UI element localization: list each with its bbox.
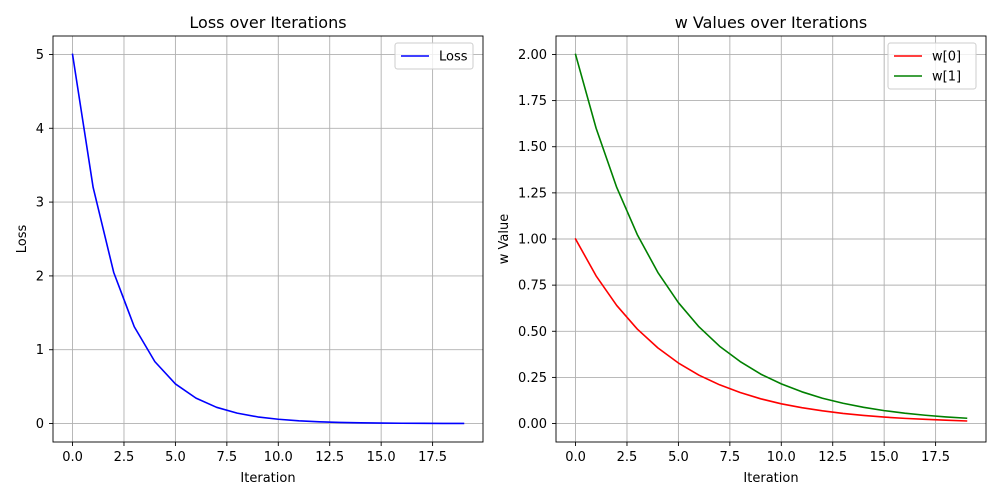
x-axis-label: Iteration bbox=[743, 471, 798, 486]
x-tick-label: 7.5 bbox=[720, 450, 741, 465]
x-tick-label: 0.0 bbox=[565, 450, 586, 465]
y-tick-label: 0.25 bbox=[518, 371, 547, 386]
legend-label: w[0] bbox=[932, 50, 961, 65]
y-axis-label: w Value bbox=[497, 214, 512, 264]
x-tick-label: 15.0 bbox=[870, 450, 899, 465]
series-line-1 bbox=[574, 53, 968, 420]
x-tick-label: 2.5 bbox=[114, 450, 135, 465]
chart-title: w Values over Iterations bbox=[675, 13, 868, 32]
y-tick-label: 1.00 bbox=[518, 233, 547, 248]
x-tick-label: 17.5 bbox=[418, 450, 447, 465]
x-tick-label: 15.0 bbox=[367, 450, 396, 465]
y-tick-label: 2 bbox=[36, 269, 44, 284]
legend-label: w[1] bbox=[932, 70, 961, 85]
x-ticks: 0.0 2.5 5.0 7.5 10.0 12.5 15.0 17.5 bbox=[62, 442, 447, 465]
x-tick-label: 17.5 bbox=[921, 450, 950, 465]
x-tick-label: 10.0 bbox=[767, 450, 796, 465]
loss-chart: Loss over Iterations 0.0 2.5 5.0 7.5 10.0 12.… bbox=[15, 13, 484, 486]
y-tick-label: 2.00 bbox=[518, 48, 547, 63]
x-tick-label: 7.5 bbox=[217, 450, 238, 465]
y-tick-label: 0.50 bbox=[518, 325, 547, 340]
x-ticks: 0.0 2.5 5.0 7.5 10.0 12.5 15.0 17.5 bbox=[565, 442, 950, 465]
y-tick-label: 1.50 bbox=[518, 140, 547, 155]
x-tick-label: 5.0 bbox=[668, 450, 689, 465]
legend: Loss bbox=[394, 42, 474, 70]
y-tick-label: 0 bbox=[36, 417, 44, 432]
y-tick-label: 3 bbox=[36, 196, 44, 211]
x-tick-label: 5.0 bbox=[165, 450, 186, 465]
chart-title: Loss over Iterations bbox=[189, 13, 346, 32]
x-axis-label: Iteration bbox=[240, 471, 295, 486]
y-tick-label: 5 bbox=[36, 48, 44, 63]
x-tick-label: 2.5 bbox=[617, 450, 638, 465]
plot-area bbox=[53, 36, 483, 442]
x-tick-label: 10.0 bbox=[264, 450, 293, 465]
series bbox=[574, 53, 968, 422]
y-ticks: 0.00 0.25 0.50 0.75 1.00 1.25 1.50 1.75 2.00 bbox=[518, 48, 556, 432]
x-tick-label: 12.5 bbox=[315, 450, 344, 465]
legend: w[0] w[1] bbox=[887, 42, 977, 90]
y-tick-label: 1.25 bbox=[518, 186, 547, 201]
y-tick-label: 1.75 bbox=[518, 94, 547, 109]
y-axis-label: Loss bbox=[15, 225, 30, 254]
y-tick-label: 4 bbox=[36, 122, 44, 137]
w-values-chart: w Values over Iterations 0.0 2.5 5.0 7.5 10.… bbox=[497, 13, 987, 486]
legend-box bbox=[887, 42, 977, 90]
legend-box bbox=[394, 42, 474, 70]
y-tick-label: 0.00 bbox=[518, 417, 547, 432]
plot-frame bbox=[52, 35, 484, 443]
legend-label: Loss bbox=[439, 50, 468, 65]
y-tick-label: 1 bbox=[36, 343, 44, 358]
x-tick-label: 12.5 bbox=[818, 450, 847, 465]
series-line-0 bbox=[574, 237, 968, 422]
y-ticks: 0 1 2 3 4 5 bbox=[36, 48, 53, 432]
series-line-0 bbox=[71, 53, 465, 425]
x-tick-label: 0.0 bbox=[62, 450, 83, 465]
y-tick-label: 0.75 bbox=[518, 279, 547, 294]
series bbox=[71, 53, 465, 425]
